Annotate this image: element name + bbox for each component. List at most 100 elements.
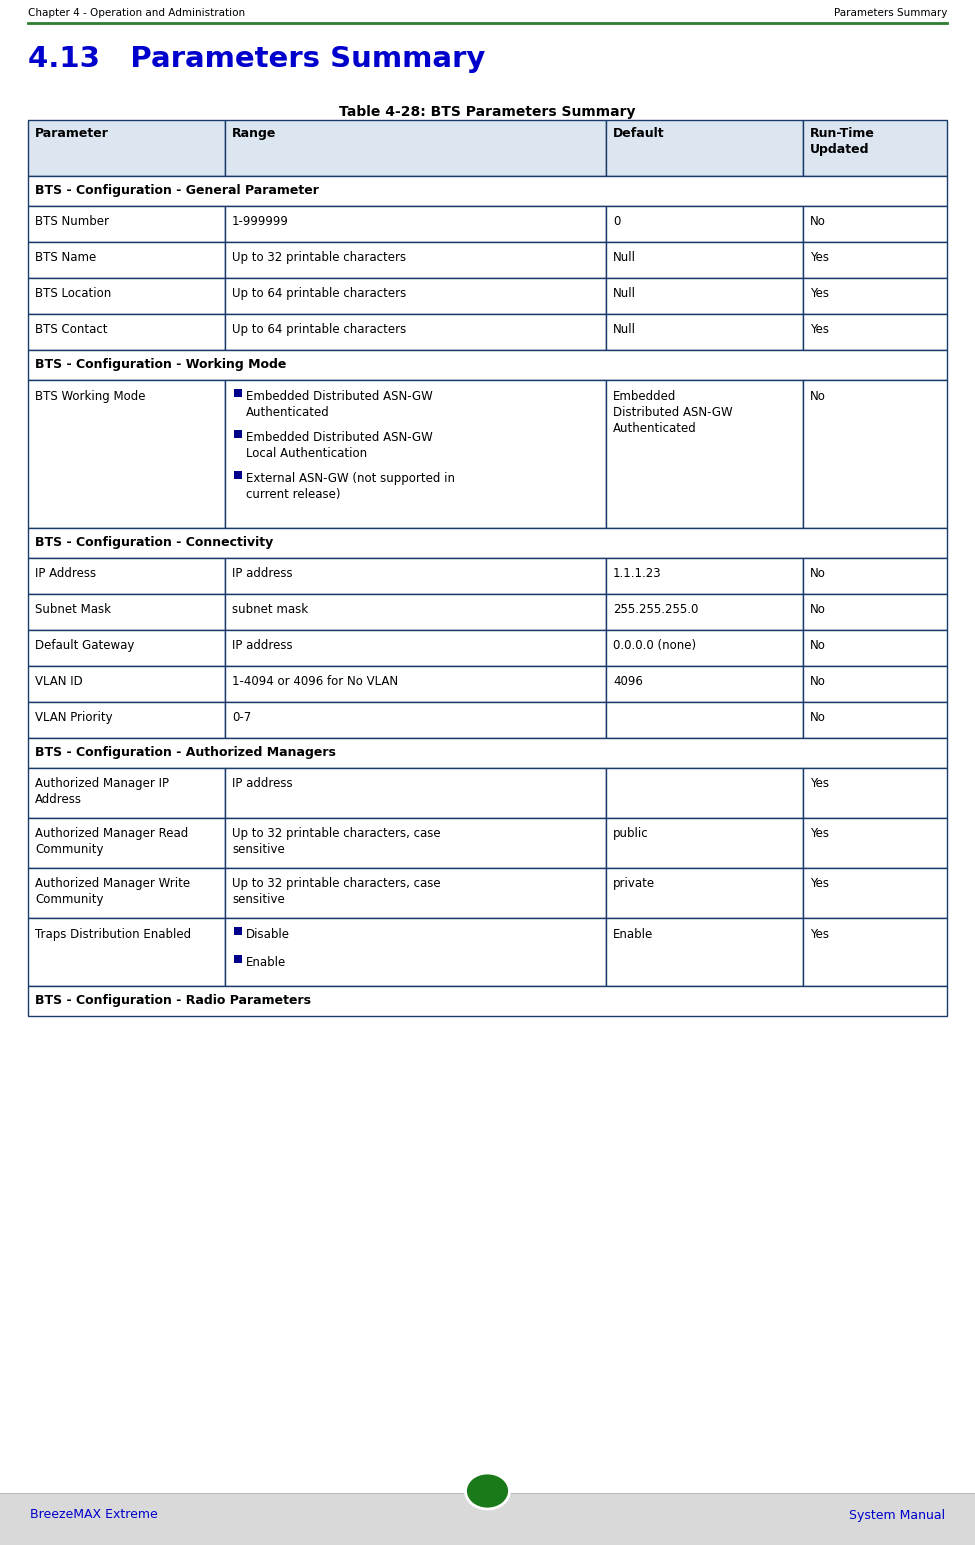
Text: subnet mask: subnet mask	[232, 603, 308, 616]
Text: BTS Number: BTS Number	[35, 215, 109, 229]
Text: No: No	[810, 603, 826, 616]
Bar	[225, 630, 606, 666]
Text: Authorized Manager IP
Address: Authorized Manager IP Address	[35, 777, 169, 806]
Bar	[234, 471, 242, 479]
Text: Null: Null	[613, 323, 636, 335]
Bar	[225, 380, 606, 528]
Bar	[803, 593, 947, 630]
Text: BTS - Configuration - Authorized Managers: BTS - Configuration - Authorized Manager…	[35, 746, 335, 759]
Text: Up to 64 printable characters: Up to 64 printable characters	[232, 287, 407, 300]
Bar	[28, 868, 225, 918]
Bar	[28, 278, 225, 314]
Text: Range: Range	[232, 127, 276, 141]
Text: BTS Contact: BTS Contact	[35, 323, 107, 335]
Text: Yes: Yes	[810, 323, 829, 335]
Bar	[225, 278, 606, 314]
Text: Embedded Distributed ASN-GW
Local Authentication: Embedded Distributed ASN-GW Local Authen…	[246, 431, 433, 460]
Bar	[234, 430, 242, 437]
Text: BTS - Configuration - Connectivity: BTS - Configuration - Connectivity	[35, 536, 273, 548]
Text: Up to 32 printable characters, case
sensitive: Up to 32 printable characters, case sens…	[232, 827, 441, 856]
Bar	[28, 986, 947, 1017]
Bar	[28, 314, 225, 351]
Text: IP address: IP address	[232, 567, 292, 579]
Bar	[28, 528, 947, 558]
Bar	[803, 817, 947, 868]
Text: No: No	[810, 567, 826, 579]
Text: Up to 32 printable characters: Up to 32 printable characters	[232, 250, 407, 264]
Text: Embedded Distributed ASN-GW
Authenticated: Embedded Distributed ASN-GW Authenticate…	[246, 389, 433, 419]
Bar	[606, 205, 803, 243]
Bar	[606, 314, 803, 351]
Bar	[234, 955, 242, 963]
Bar	[234, 927, 242, 935]
Text: Traps Distribution Enabled: Traps Distribution Enabled	[35, 929, 191, 941]
Bar	[28, 558, 225, 593]
Text: IP address: IP address	[232, 640, 292, 652]
Bar	[606, 380, 803, 528]
Bar	[28, 205, 225, 243]
Text: No: No	[810, 215, 826, 229]
Text: Null: Null	[613, 250, 636, 264]
Text: private: private	[613, 878, 655, 890]
Text: System Manual: System Manual	[849, 1508, 945, 1522]
Text: 0.0.0.0 (none): 0.0.0.0 (none)	[613, 640, 696, 652]
Text: Null: Null	[613, 287, 636, 300]
Bar	[225, 558, 606, 593]
Text: public: public	[613, 827, 648, 840]
Text: BTS - Configuration - Working Mode: BTS - Configuration - Working Mode	[35, 358, 287, 371]
Bar	[606, 121, 803, 176]
Text: 0: 0	[613, 215, 620, 229]
Text: IP Address: IP Address	[35, 567, 97, 579]
Bar	[225, 768, 606, 817]
Text: Authorized Manager Write
Community: Authorized Manager Write Community	[35, 878, 190, 905]
Text: Chapter 4 - Operation and Administration: Chapter 4 - Operation and Administration	[28, 8, 245, 19]
Bar	[28, 243, 225, 278]
Text: Table 4-28: BTS Parameters Summary: Table 4-28: BTS Parameters Summary	[338, 105, 636, 119]
Bar	[803, 666, 947, 701]
Bar	[28, 666, 225, 701]
Text: IP address: IP address	[232, 777, 292, 789]
Text: Disable: Disable	[246, 929, 290, 941]
Text: 1-999999: 1-999999	[232, 215, 289, 229]
Bar	[225, 314, 606, 351]
Bar	[803, 278, 947, 314]
Text: Yes: Yes	[810, 250, 829, 264]
Bar	[803, 314, 947, 351]
Text: 0-7: 0-7	[232, 711, 252, 725]
Text: BreezeMAX Extreme: BreezeMAX Extreme	[30, 1508, 158, 1522]
Bar	[225, 666, 606, 701]
Bar	[803, 205, 947, 243]
Text: Up to 64 printable characters: Up to 64 printable characters	[232, 323, 407, 335]
Text: No: No	[810, 640, 826, 652]
Bar	[803, 121, 947, 176]
Text: VLAN ID: VLAN ID	[35, 675, 83, 688]
Bar	[28, 701, 225, 739]
Bar	[803, 558, 947, 593]
Bar	[28, 380, 225, 528]
Text: Yes: Yes	[810, 827, 829, 840]
Text: VLAN Priority: VLAN Priority	[35, 711, 113, 725]
Text: 1-4094 or 4096 for No VLAN: 1-4094 or 4096 for No VLAN	[232, 675, 398, 688]
Bar	[606, 593, 803, 630]
Bar	[803, 868, 947, 918]
Bar	[606, 666, 803, 701]
Text: Yes: Yes	[810, 777, 829, 789]
Bar	[225, 243, 606, 278]
Bar	[225, 121, 606, 176]
Text: Authorized Manager Read
Community: Authorized Manager Read Community	[35, 827, 188, 856]
Bar	[803, 243, 947, 278]
Text: 223: 223	[475, 1485, 500, 1499]
Text: Parameter: Parameter	[35, 127, 109, 141]
Text: Run-Time
Updated: Run-Time Updated	[810, 127, 875, 156]
Text: Parameters Summary: Parameters Summary	[834, 8, 947, 19]
Text: No: No	[810, 675, 826, 688]
Text: BTS - Configuration - Radio Parameters: BTS - Configuration - Radio Parameters	[35, 993, 311, 1007]
Bar	[28, 176, 947, 205]
Bar	[28, 593, 225, 630]
Bar	[28, 630, 225, 666]
Bar	[803, 701, 947, 739]
Text: External ASN-GW (not supported in
current release): External ASN-GW (not supported in curren…	[246, 473, 455, 501]
Bar	[225, 593, 606, 630]
Bar	[225, 918, 606, 986]
Text: Yes: Yes	[810, 878, 829, 890]
